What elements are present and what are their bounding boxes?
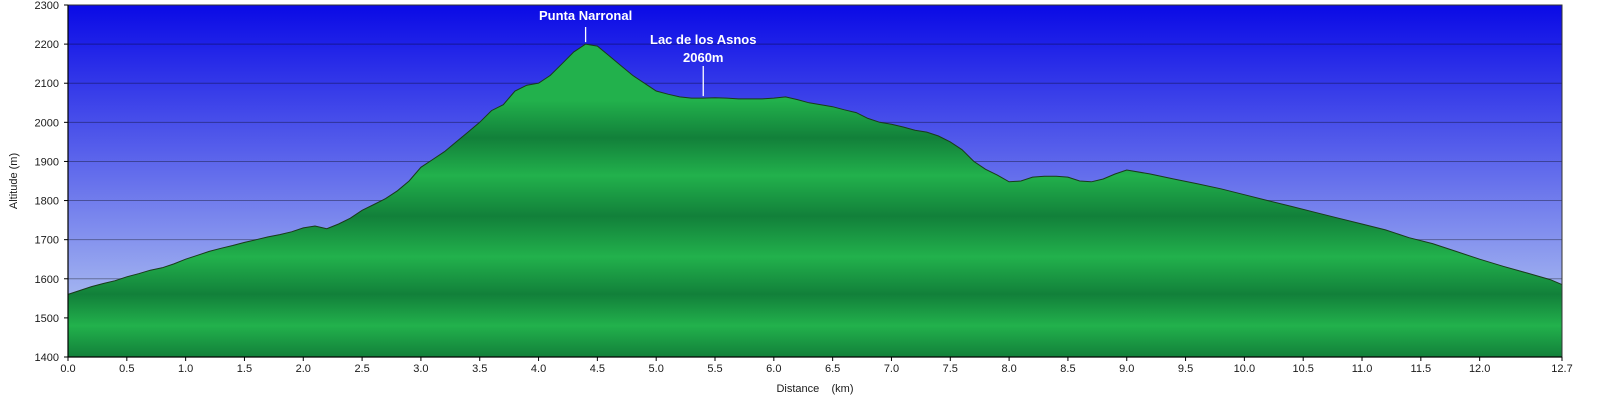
x-tick-label: 0.0	[60, 363, 75, 375]
annotation-sublabel: 2060m	[683, 50, 723, 65]
y-tick-label: 1900	[35, 156, 59, 168]
x-tick-label: 10.5	[1292, 363, 1313, 375]
x-tick-label: 9.5	[1178, 363, 1193, 375]
x-tick-label: 3.5	[472, 363, 487, 375]
x-tick-label: 11.5	[1411, 363, 1432, 375]
x-tick-label: 9.0	[1119, 363, 1134, 375]
y-tick-label: 2100	[35, 78, 59, 90]
y-tick-label: 1600	[35, 274, 59, 286]
x-tick-label: 2.5	[354, 363, 369, 375]
x-tick-label: 0.5	[119, 363, 134, 375]
y-tick-label: 2000	[35, 117, 59, 129]
elevation-area	[68, 44, 1562, 357]
x-tick-label: 4.5	[590, 363, 605, 375]
annotation-label: Punta Narronal	[539, 8, 632, 23]
annotation-1: Punta Narronal	[539, 8, 632, 43]
x-tick-label: 6.5	[825, 363, 840, 375]
y-tick-label: 1700	[35, 235, 59, 247]
x-tick-label: 2.0	[296, 363, 311, 375]
x-tick-label: 7.0	[884, 363, 899, 375]
x-tick-label: 1.5	[237, 363, 252, 375]
x-tick-label: 5.0	[649, 363, 664, 375]
x-axis-title: Distance (km)	[776, 383, 853, 395]
axes: 1400 1500 1600 1700 1800 1900 2000 2100 2200 2300…	[35, 0, 1573, 375]
y-tick-label: 1400	[35, 352, 59, 364]
x-tick-label: 6.0	[766, 363, 781, 375]
y-tick-label: 1800	[35, 196, 59, 208]
x-tick-label: 1.0	[178, 363, 193, 375]
annotations: Punta Narronal Lac de los Asnos 2060m	[539, 8, 756, 97]
x-tick-label: 12.0	[1469, 363, 1490, 375]
y-tick-label: 2200	[35, 39, 59, 51]
x-tick-label: 4.0	[531, 363, 546, 375]
y-axis-title: Altitude (m)	[8, 153, 20, 209]
x-tick-label: 5.5	[707, 363, 722, 375]
elevation-line	[67, 43, 1563, 295]
x-tick-label: 8.0	[1001, 363, 1016, 375]
x-tick-label: 12.7	[1551, 363, 1572, 375]
x-tick-label: 10.0	[1234, 363, 1255, 375]
x-tick-label: 3.0	[413, 363, 428, 375]
annotation-2: Lac de los Asnos 2060m	[650, 32, 756, 97]
x-tick-label: 11.0	[1352, 363, 1373, 375]
x-tick-label: 8.5	[1060, 363, 1075, 375]
y-tick-label: 1500	[35, 313, 59, 325]
x-tick-label: 7.5	[943, 363, 958, 375]
annotation-label: Lac de los Asnos	[650, 32, 756, 47]
y-tick-label: 2300	[35, 0, 59, 12]
